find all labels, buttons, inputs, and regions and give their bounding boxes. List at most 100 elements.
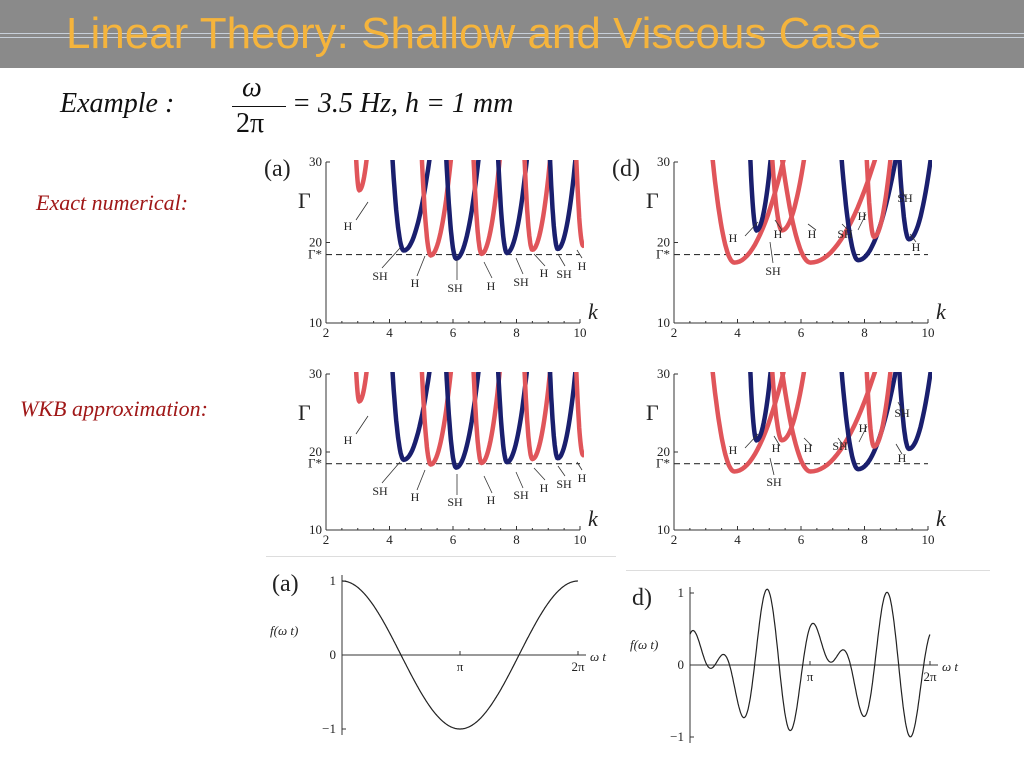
x-tick-label: 10 [922,325,935,340]
annotation-leader [774,219,783,231]
instability-tongue [444,160,481,262]
instability-tongue [574,372,584,458]
title-rule-line [0,37,1024,38]
instability-tongue [748,372,773,443]
tongue-annotation: H [804,441,813,455]
annotation-leader [533,253,546,267]
x-tick-label: 4 [734,325,741,340]
tongue-group [353,160,584,262]
instability-tongue [471,372,502,466]
panel-label: (d) [612,156,640,182]
instability-tongue [770,160,807,233]
tongue-annotation: SH [447,281,463,295]
y-tick-label: 30 [657,154,670,169]
instability-tongue [864,160,893,240]
title-bar: Linear Theory: Shallow and Viscous Case [0,0,1024,68]
x-axis-label: k [588,299,599,324]
x-tick-label: 8 [861,325,868,340]
tongue-annotation: SH [765,264,781,278]
tongue-annotation: H [487,493,496,507]
x-tick-label: 10 [574,325,587,340]
x-tick-label: 6 [798,325,805,340]
chart-svg: 1 0 −1 π 2π ω t f(ω t) d) [630,585,958,744]
row-label-wkb: WKB approximation: [20,396,208,421]
instability-tongue [748,160,773,233]
x-tick-label: 8 [513,325,520,340]
instability-tongue [710,372,786,474]
instability-tongue [770,372,807,443]
x-tick-label: 10 [922,532,935,547]
x-tick-label: 2 [671,325,678,340]
x-tick-label: 6 [450,325,457,340]
instability-tongue [444,372,481,471]
annotation-leader [807,223,817,231]
tongue-annotation: H [774,227,783,241]
tongue-annotation: H [540,481,549,495]
x-tick-label: π [457,659,464,674]
tongue-annotation: SH [372,269,388,283]
instability-tongue [864,372,893,449]
annotation-leader [515,257,524,275]
instability-tongue [779,160,878,265]
tongue-annotation: H [578,259,587,273]
annotation-leader [857,213,867,231]
threshold-label: Γ* [656,247,670,262]
tongue-annotation: SH [894,406,910,420]
y-tick-label: 30 [309,366,322,381]
panel-label: (a) [264,156,291,182]
tongue-annotation: H [729,231,738,245]
instability-tongue [419,160,454,258]
instability-tongue [574,160,584,249]
tongue-annotation: SH [372,484,388,498]
annotation-leader [837,437,845,447]
tongue-group [710,372,932,474]
y-tick-label: 10 [309,315,322,330]
annotation-leader [909,233,917,243]
threshold-label: Γ* [656,456,670,471]
tongue-annotation: H [858,209,867,223]
panel-label: d) [632,585,652,611]
chart-svg: 2 4 6 8 10 10 20 30 Γk Γ* H H H SH SH H SH H [646,366,947,547]
annotation-leader [744,433,759,449]
y-tick-label: 10 [657,315,670,330]
threshold-label: Γ* [308,456,322,471]
tongue-annotation: H [912,240,921,254]
annotation-leader [773,435,781,447]
x-axis-label: k [936,299,947,324]
x-tick-label: 10 [574,532,587,547]
x-tick-label: 8 [513,532,520,547]
x-tick-label: π [807,669,814,684]
tongue-annotation: H [411,490,420,504]
x-axis-label: ω t [590,649,606,664]
chart-forcing-a: 1 0 −1 π 2π ω t f(ω t) (a) [266,556,616,757]
y-axis-label: f(ω t) [270,623,298,638]
x-tick-label: 2π [571,659,585,674]
threshold-label: Γ* [308,247,322,262]
instability-tongue [547,160,578,252]
tongue-annotation: SH [513,488,529,502]
tongue-annotation: H [487,279,496,293]
forcing-curve [342,580,578,730]
x-axis-label: ω t [942,659,958,674]
equation-rest: = 3.5 Hz, h = 1 mm [292,88,514,119]
y-axis-label: Γ [646,188,659,213]
annotation-leader [576,249,583,259]
x-axis-label: k [936,506,947,531]
tongue-annotation: H [808,227,817,241]
y-tick-label: 10 [657,522,670,537]
fraction-bar [232,106,286,107]
annotation-leader [416,255,426,277]
tongue-annotation: H [578,471,587,485]
tongue-annotation: H [540,266,549,280]
forcing-curve [689,588,931,738]
x-tick-label: 2 [323,325,330,340]
y-tick-label: 20 [309,444,322,459]
x-tick-label: 2π [923,669,937,684]
annotation-leader [355,415,369,435]
annotation-leader [895,443,903,455]
instability-tongue [547,372,578,461]
y-axis-label: Γ [646,400,659,425]
tongue-annotation: SH [513,275,529,289]
annotation-leader [744,221,759,237]
